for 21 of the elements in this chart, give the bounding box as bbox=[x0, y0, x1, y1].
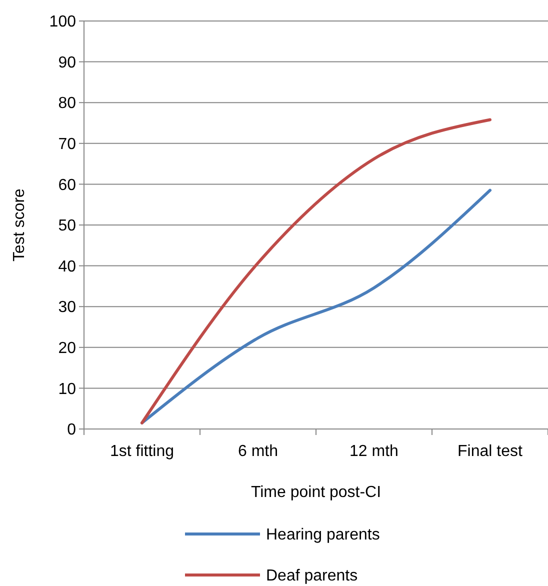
line-series bbox=[140, 188, 492, 424]
x-tick-label: 1st fitting bbox=[110, 443, 174, 460]
x-tick-label: 6 mth bbox=[238, 443, 278, 460]
y-tick-label: 60 bbox=[58, 176, 76, 194]
legend-label: Hearing parents bbox=[266, 526, 380, 544]
y-tick-label: 70 bbox=[58, 136, 76, 153]
y-tick-label: 20 bbox=[58, 340, 76, 357]
x-tick-label: Final test bbox=[458, 443, 524, 460]
y-tick-label: 0 bbox=[67, 422, 76, 439]
y-tick-label: 50 bbox=[58, 218, 76, 235]
y-tick-label: 80 bbox=[58, 95, 76, 112]
y-tick-label: 30 bbox=[58, 299, 76, 316]
line-series bbox=[140, 118, 492, 424]
y-tick-label: 100 bbox=[49, 14, 76, 31]
y-tick-label: 40 bbox=[58, 258, 76, 276]
legend-label: Deaf parents bbox=[266, 568, 358, 585]
x-axis-title: Time point post-CI bbox=[250, 484, 382, 501]
y-tick-label: 10 bbox=[58, 380, 76, 398]
y-tick-label: 90 bbox=[58, 54, 76, 72]
y-axis-title: Test score bbox=[11, 188, 28, 262]
x-tick-label: 12 mth bbox=[350, 443, 398, 460]
